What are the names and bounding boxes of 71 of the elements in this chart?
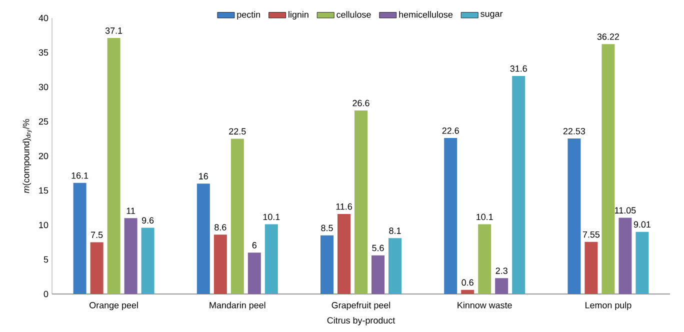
data-label: 0.6 [462, 279, 474, 286]
x-tick-label: Lemon pulp [586, 302, 632, 310]
bar [444, 138, 458, 294]
data-label: 10.1 [263, 214, 280, 220]
y-tick-label: 30 [38, 84, 48, 90]
bar [354, 110, 368, 294]
data-label: 11 [126, 208, 136, 214]
data-label: 16.1 [72, 172, 88, 179]
bar [512, 76, 526, 294]
legend-label: lignin [288, 11, 308, 20]
data-label: 6 [252, 242, 257, 248]
bar [196, 184, 210, 294]
y-tick-label: 40 [38, 14, 48, 22]
y-tick-label: 35 [38, 49, 48, 56]
bar [320, 235, 334, 294]
bar [338, 214, 351, 294]
bar [73, 182, 86, 294]
x-tick-label: Mandarin peel [210, 302, 266, 310]
data-label: 7.5 [91, 232, 103, 238]
data-label: 8.1 [389, 228, 401, 234]
x-tick-label: Orange peel [90, 302, 138, 310]
bar [584, 242, 598, 294]
x-axis-title: Citrus by-product [327, 316, 396, 326]
data-label: 22.6 [442, 128, 459, 134]
data-label: 8.5 [321, 224, 333, 232]
data-label: 37.1 [105, 27, 122, 34]
data-label: 8.6 [214, 224, 226, 230]
bar [388, 238, 402, 294]
bar [248, 252, 261, 294]
bar [478, 224, 492, 294]
bar [618, 218, 632, 294]
y-tick-label: 25 [38, 118, 48, 125]
bar [264, 224, 278, 294]
legend-label: cellulose [336, 11, 371, 18]
bar [141, 228, 154, 294]
bar [214, 234, 227, 294]
bar [636, 232, 649, 294]
bar [461, 290, 474, 294]
data-label: 26.6 [352, 100, 370, 106]
data-label: 22.5 [229, 128, 246, 135]
bar [107, 38, 120, 294]
y-tick-label: 5 [44, 256, 48, 263]
bar [372, 255, 385, 294]
bar [602, 44, 615, 294]
y-tick-label: 20 [38, 152, 48, 160]
data-label: 16 [199, 173, 208, 180]
legend-label: pectin [237, 11, 260, 20]
data-label: 5.6 [372, 244, 384, 252]
bar [568, 138, 581, 294]
y-axis-title: m(compound)$_{dry}$/% [22, 119, 32, 194]
data-label: 11.6 [336, 203, 352, 210]
y-tick-label: 15 [39, 187, 48, 194]
bar [230, 138, 244, 294]
data-label: 36.22 [597, 34, 619, 40]
data-label: 2.3 [496, 268, 508, 274]
data-label: 31.6 [510, 65, 527, 72]
data-label: 9.01 [634, 221, 650, 228]
bar [124, 218, 138, 294]
data-label: 10.1 [476, 214, 493, 220]
bar [90, 242, 104, 294]
x-tick-label: Grapefruit peel [332, 302, 390, 310]
data-label: 22.53 [563, 128, 586, 134]
data-label: 7.55 [582, 231, 600, 238]
legend-label: hemicellulose [399, 11, 453, 18]
y-tick-label: 0 [44, 290, 48, 298]
x-tick-label: Kinnow waste [458, 302, 512, 308]
data-label: 11.05 [615, 207, 636, 214]
data-label: 9.6 [142, 217, 154, 224]
legend-label: sugar [480, 12, 503, 19]
y-tick-label: 10 [39, 222, 48, 228]
bar [495, 278, 508, 294]
